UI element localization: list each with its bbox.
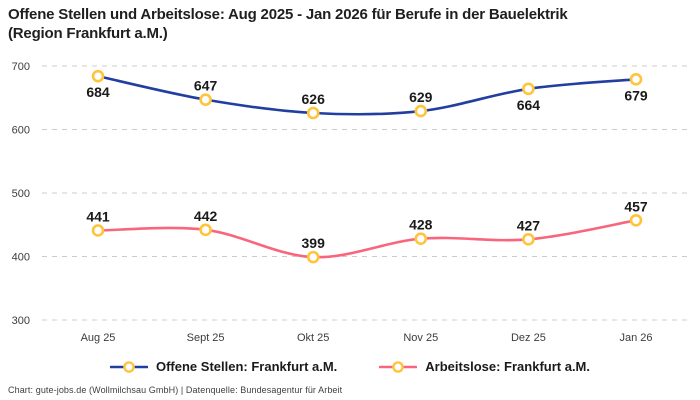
svg-text:Nov 25: Nov 25 [403, 332, 438, 344]
svg-text:Dez 25: Dez 25 [511, 332, 546, 344]
svg-text:Aug 25: Aug 25 [81, 332, 116, 344]
svg-text:626: 626 [302, 91, 326, 107]
svg-text:399: 399 [302, 235, 326, 251]
svg-text:427: 427 [517, 217, 541, 233]
legend-label-arbeitslose: Arbeitslose: Frankfurt a.M. [425, 359, 590, 374]
svg-text:Jan 26: Jan 26 [619, 332, 652, 344]
legend-swatch-offene-stellen [109, 360, 148, 373]
svg-text:442: 442 [194, 208, 218, 224]
svg-text:679: 679 [624, 87, 648, 103]
svg-text:Sept 25: Sept 25 [187, 332, 225, 344]
svg-text:629: 629 [409, 89, 433, 105]
chart-title-line2: (Region Frankfurt a.M.) [8, 25, 168, 42]
svg-text:300: 300 [12, 315, 30, 327]
chart-legend: Offene Stellen: Frankfurt a.M. Arbeitslo… [0, 359, 700, 374]
svg-text:400: 400 [12, 252, 30, 264]
legend-swatch-arbeitslose [379, 360, 418, 373]
svg-text:457: 457 [624, 198, 648, 214]
svg-text:428: 428 [409, 217, 433, 233]
svg-text:441: 441 [86, 208, 110, 224]
chart-title: Offene Stellen und Arbeitslose: Aug 2025… [8, 5, 568, 43]
svg-text:700: 700 [12, 61, 30, 73]
svg-text:Okt 25: Okt 25 [297, 332, 329, 344]
line-chart-canvas: 300 400 500 600 700 Aug 25 Sept 25 Okt 25 Nov 25… [12, 61, 692, 344]
source-credit: Chart: gute-jobs.de (Wollmilchsau GmbH) … [8, 385, 343, 395]
legend-label-offene-stellen: Offene Stellen: Frankfurt a.M. [155, 359, 338, 374]
chart-title-line1: Offene Stellen und Arbeitslose: Aug 2025… [8, 6, 568, 23]
legend-item-arbeitslose[interactable]: Arbeitslose: Frankfurt a.M. [379, 359, 590, 374]
legend-item-offene-stellen[interactable]: Offene Stellen: Frankfurt a.M. [109, 359, 338, 374]
svg-text:600: 600 [12, 125, 30, 137]
svg-text:500: 500 [12, 188, 30, 200]
svg-text:664: 664 [517, 97, 541, 113]
svg-text:647: 647 [194, 78, 218, 94]
svg-text:684: 684 [86, 84, 110, 100]
